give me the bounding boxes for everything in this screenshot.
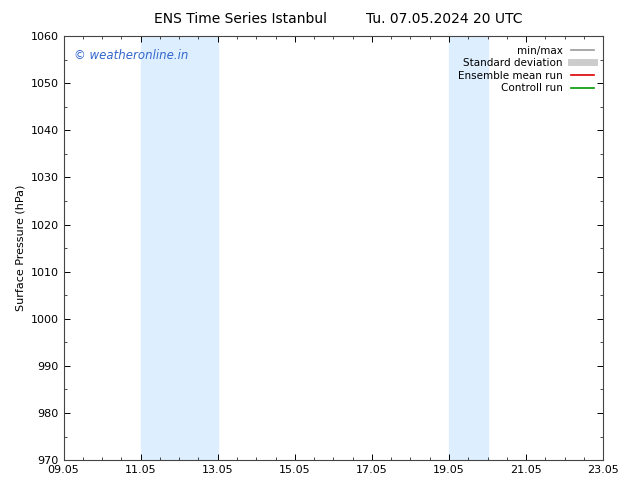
Text: ENS Time Series Istanbul: ENS Time Series Istanbul [155,12,327,26]
Legend: min/max, Standard deviation, Ensemble mean run, Controll run: min/max, Standard deviation, Ensemble me… [453,41,598,98]
Y-axis label: Surface Pressure (hPa): Surface Pressure (hPa) [15,185,25,311]
Text: © weatheronline.in: © weatheronline.in [74,49,189,62]
Text: Tu. 07.05.2024 20 UTC: Tu. 07.05.2024 20 UTC [366,12,522,26]
Bar [141,36,217,460]
Bar [449,36,488,460]
